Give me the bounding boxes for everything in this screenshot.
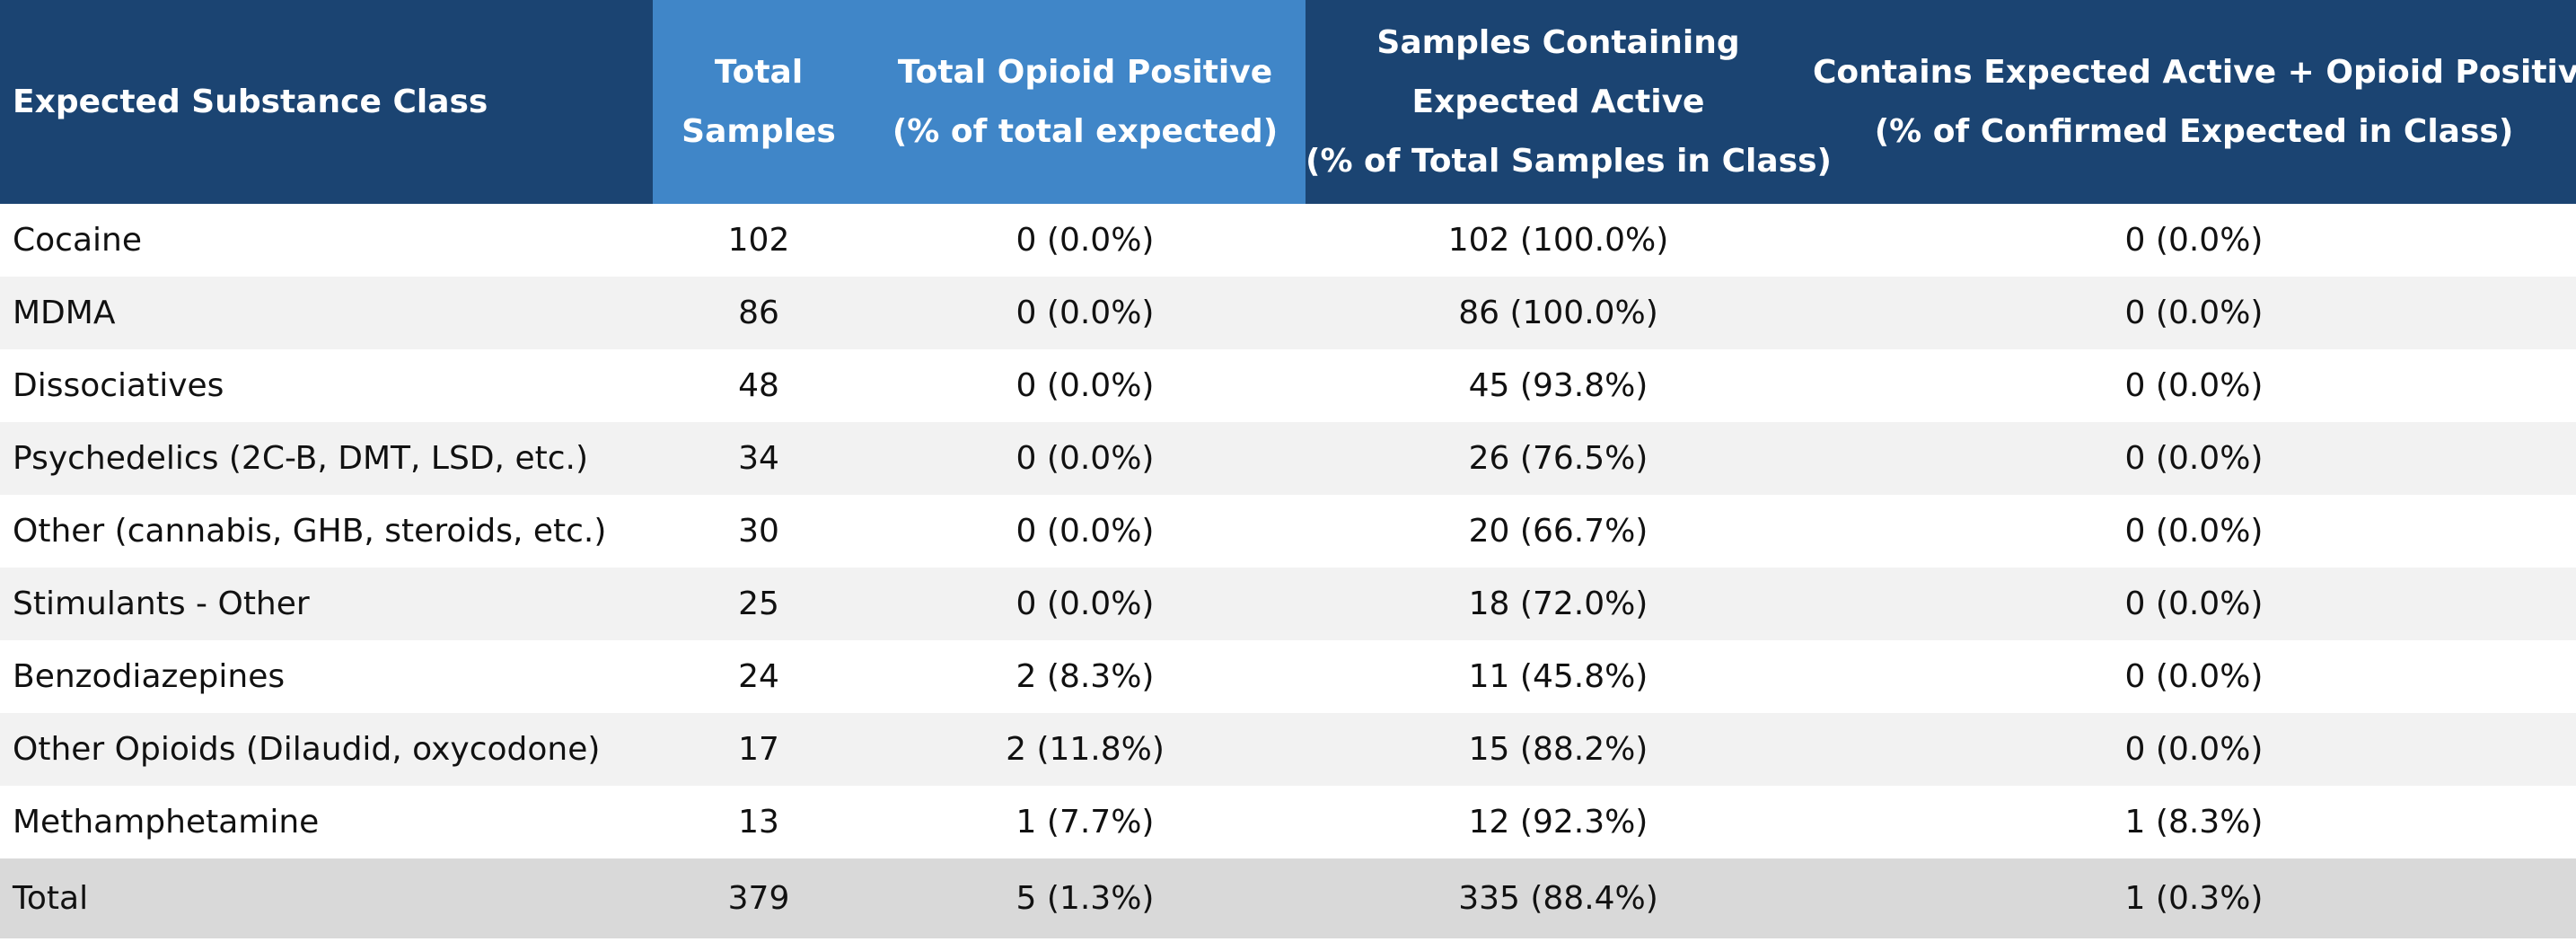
row-label: Benzodiazepines: [0, 640, 652, 713]
row-label: Other (cannabis, GHB, steroids, etc.): [0, 495, 652, 568]
data-cell: 0 (0.0%): [866, 277, 1305, 349]
data-row: Stimulants - Other 25 0 (0.0%) 18 (72.0%) 0 …: [0, 568, 2576, 640]
data-cell: 0 (0.0%): [866, 204, 1305, 277]
row-label: Stimulants - Other: [0, 568, 652, 640]
data-cell: 0 (0.0%): [1812, 640, 2576, 713]
header-line: Contains Expected Active + Opioid Positi…: [1813, 53, 2576, 91]
total-row: Total 379 5 (1.3%) 335 (88.4%) 1 (0.3%): [0, 858, 2576, 938]
header-line: Expected Substance Class: [13, 83, 488, 120]
header-line: (% of Total Samples in Class): [1306, 142, 1832, 180]
data-cell: 45 (93.8%): [1305, 349, 1812, 422]
data-row: Methamphetamine 13 1 (7.7%) 12 (92.3%) 1 (8.…: [0, 786, 2576, 858]
header-line: Total Opioid Positive: [897, 53, 1273, 91]
data-row: Psychedelics (2C-B, DMT, LSD, etc.) 34 0 (…: [0, 422, 2576, 495]
header-line: Expected Active: [1411, 83, 1705, 120]
total-cell: 379: [652, 858, 866, 938]
data-cell: 0 (0.0%): [866, 495, 1305, 568]
header-cell: Samples Containing Expected Active (% of T…: [1305, 0, 1832, 204]
header-line: (% of total expected): [892, 112, 1279, 150]
header-row: Expected Substance Class Total Samples Tota…: [0, 0, 2576, 204]
total-cell: 335 (88.4%): [1305, 858, 1812, 938]
data-cell: 0 (0.0%): [1812, 568, 2576, 640]
data-cell: 0 (0.0%): [1812, 713, 2576, 786]
row-label: MDMA: [0, 277, 652, 349]
data-cell: 0 (0.0%): [1812, 277, 2576, 349]
header-line: (% of Confirmed Expected in Class): [1874, 112, 2514, 150]
data-cell: 0 (0.0%): [866, 422, 1305, 495]
data-cell: 102: [652, 204, 866, 277]
data-cell: 2 (8.3%): [866, 640, 1305, 713]
data-cell: 11 (45.8%): [1305, 640, 1812, 713]
data-cell: 0 (0.0%): [1812, 349, 2576, 422]
data-cell: 12 (92.3%): [1305, 786, 1812, 858]
data-cell: 0 (0.0%): [866, 349, 1305, 422]
data-cell: 34: [652, 422, 866, 495]
row-label: Other Opioids (Dilaudid, oxycodone): [0, 713, 652, 786]
data-cell: 0 (0.0%): [1812, 204, 2576, 277]
data-cell: 20 (66.7%): [1305, 495, 1812, 568]
header-cell: Total Samples: [652, 0, 866, 204]
data-cell: 26 (76.5%): [1305, 422, 1812, 495]
data-cell: 102 (100.0%): [1305, 204, 1812, 277]
data-cell: 86: [652, 277, 866, 349]
data-cell: 1 (7.7%): [866, 786, 1305, 858]
data-cell: 1 (8.3%): [1812, 786, 2576, 858]
data-cell: 30: [652, 495, 866, 568]
total-label: Total: [0, 858, 652, 938]
data-cell: 25: [652, 568, 866, 640]
data-cell: 0 (0.0%): [1812, 422, 2576, 495]
data-cell: 48: [652, 349, 866, 422]
row-label: Methamphetamine: [0, 786, 652, 858]
header-line: Total: [714, 53, 804, 91]
header-cell: Total Opioid Positive (% of total expecte…: [866, 0, 1306, 204]
data-row: Other Opioids (Dilaudid, oxycodone) 17 2 (…: [0, 713, 2576, 786]
data-row: Benzodiazepines 24 2 (8.3%) 11 (45.8%) 0 (0.…: [0, 640, 2576, 713]
data-cell: 86 (100.0%): [1305, 277, 1812, 349]
data-row: Other (cannabis, GHB, steroids, etc.) 30 0…: [0, 495, 2576, 568]
row-label: Dissociatives: [0, 349, 652, 422]
data-cell: 2 (11.8%): [866, 713, 1305, 786]
total-cell: 1 (0.3%): [1812, 858, 2576, 938]
data-cell: 13: [652, 786, 866, 858]
data-cell: 24: [652, 640, 866, 713]
total-cell: 5 (1.3%): [866, 858, 1305, 938]
header-cell: Contains Expected Active + Opioid Positi…: [1812, 0, 2576, 204]
data-row: Cocaine 102 0 (0.0%) 102 (100.0%) 0 (0.0%): [0, 204, 2576, 277]
data-cell: 0 (0.0%): [1812, 495, 2576, 568]
data-row: Dissociatives 48 0 (0.0%) 45 (93.8%) 0 (0.0%…: [0, 349, 2576, 422]
row-label: Psychedelics (2C-B, DMT, LSD, etc.): [0, 422, 652, 495]
row-label: Cocaine: [0, 204, 652, 277]
data-cell: 18 (72.0%): [1305, 568, 1812, 640]
data-cell: 17: [652, 713, 866, 786]
data-cell: 0 (0.0%): [866, 568, 1305, 640]
header-line: Samples: [681, 112, 836, 150]
header-line: Samples Containing: [1376, 23, 1740, 61]
header-cell: Expected Substance Class: [0, 0, 653, 204]
data-cell: 15 (88.2%): [1305, 713, 1812, 786]
data-row: MDMA 86 0 (0.0%) 86 (100.0%) 0 (0.0%): [0, 277, 2576, 349]
